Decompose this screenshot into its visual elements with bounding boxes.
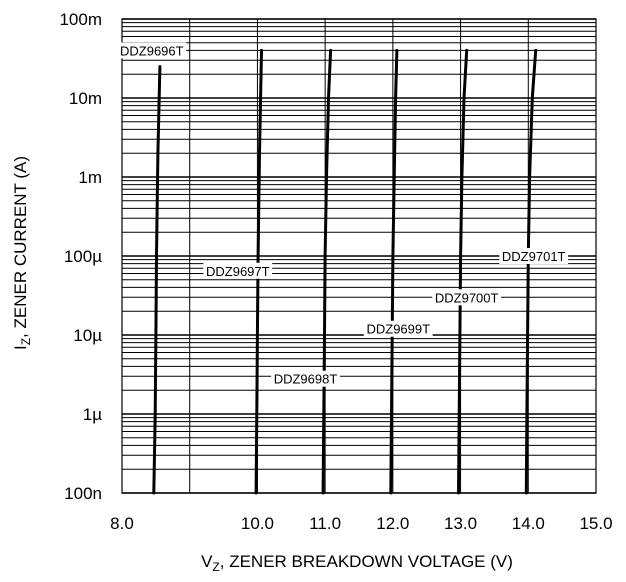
y-tick-label: 100m xyxy=(59,10,102,29)
y-axis-label-main: I xyxy=(11,345,30,350)
tick-labels: 100n 1µ 10µ 100µ 1m 10m 100m 8.0 10.0 11.0 12.0 13.… xyxy=(59,10,612,533)
annotation-bg xyxy=(203,262,273,279)
annotation-ddz9696t: DDZ9696T xyxy=(120,43,184,58)
annotation-bg xyxy=(363,320,433,337)
y-tick-label: 1µ xyxy=(83,405,102,424)
series-curve-ddz9696t xyxy=(152,65,162,495)
series-curve-ddz9700t xyxy=(457,48,469,495)
x-tick-label: 14.0 xyxy=(512,514,545,533)
y-tick-label: 100n xyxy=(64,484,102,503)
y-tick-label: 100µ xyxy=(64,247,102,266)
x-axis-label-sub: Z xyxy=(212,560,219,574)
x-axis-label-rest: , ZENER BREAKDOWN VOLTAGE (V) xyxy=(220,552,513,571)
annotation-ddz9701t: DDZ9701T xyxy=(502,249,566,264)
x-axis-label: VZ, ZENER BREAKDOWN VOLTAGE (V) xyxy=(201,552,513,574)
plot-frame xyxy=(121,18,597,494)
series-curve-ddz9699t xyxy=(389,48,399,495)
x-tick-label: 8.0 xyxy=(110,514,134,533)
x-tick-label: 10.0 xyxy=(241,514,274,533)
x-tick-label: 11.0 xyxy=(309,514,341,533)
annotation-ddz9697t: DDZ9697T xyxy=(206,264,270,279)
y-tick-label: 10µ xyxy=(73,326,102,345)
annotation-bg xyxy=(271,370,340,387)
annotation-ddz9699t: DDZ9699T xyxy=(366,322,430,337)
y-axis-label-rest: , ZENER CURRENT (A) xyxy=(11,156,30,338)
series-curve-ddz9698t xyxy=(321,48,333,495)
series-annotations: DDZ9696T DDZ9697T DDZ9698T DDZ9699T DDZ9700T… xyxy=(117,42,569,387)
x-axis-label-main: V xyxy=(201,552,213,571)
annotation-bg xyxy=(117,42,187,59)
annotation-bg xyxy=(432,289,502,306)
y-tick-label: 1m xyxy=(78,168,102,187)
y-axis-label-sub: Z xyxy=(19,338,33,345)
x-tick-label: 15.0 xyxy=(579,514,612,533)
annotation-bg xyxy=(499,248,569,264)
x-tick-label: 13.0 xyxy=(444,514,477,533)
x-tick-label: 12.0 xyxy=(376,514,409,533)
y-axis-label: IZ, ZENER CURRENT (A) xyxy=(11,156,33,350)
annotation-ddz9698t: DDZ9698T xyxy=(274,372,338,387)
y-tick-label: 10m xyxy=(69,89,102,108)
annotation-ddz9700t: DDZ9700T xyxy=(435,290,499,305)
